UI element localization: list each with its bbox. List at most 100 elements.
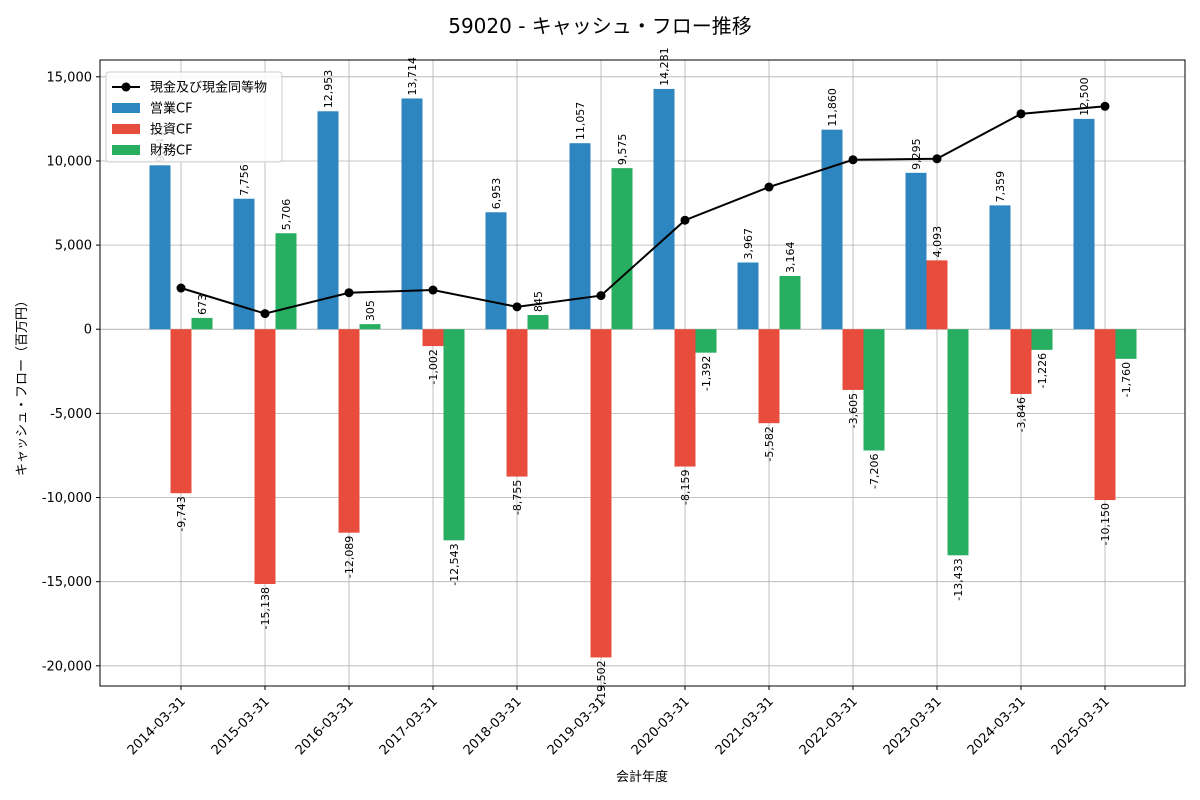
bar xyxy=(947,329,969,556)
data-label: 4,093 xyxy=(931,226,944,258)
data-label: -12,089 xyxy=(343,536,356,578)
bar xyxy=(863,329,885,451)
bar xyxy=(317,111,339,330)
bar xyxy=(989,205,1011,330)
x-tick-label: 2023-03-31 xyxy=(881,694,945,758)
plot-frame xyxy=(99,59,1186,687)
data-label: 3,967 xyxy=(742,228,755,260)
x-tick-label: 2020-03-31 xyxy=(629,694,693,758)
x-tick-label: 2024-03-31 xyxy=(965,694,1029,758)
x-tick-label: 2022-03-31 xyxy=(797,694,861,758)
data-label: 673 xyxy=(196,294,209,315)
y-tick-label: 10,000 xyxy=(47,154,93,169)
y-tick-label: 15,000 xyxy=(47,70,93,85)
bar xyxy=(821,129,843,330)
legend-box xyxy=(105,71,283,163)
cash-point xyxy=(260,309,270,319)
data-label: 5,706 xyxy=(280,199,293,231)
cash-point xyxy=(1016,109,1026,119)
legend-bar-swatch xyxy=(112,145,140,155)
data-label: 7,756 xyxy=(238,164,251,196)
data-label: -3,846 xyxy=(1015,397,1028,432)
data-label: 14,281 xyxy=(658,47,671,86)
x-axis-title: 会計年度 xyxy=(616,769,668,785)
legend-bar-swatch xyxy=(112,103,140,113)
data-label: -13,433 xyxy=(952,558,965,600)
bar xyxy=(779,276,801,330)
bar xyxy=(1010,329,1032,394)
data-label: -5,582 xyxy=(763,426,776,461)
legend-label: 現金及び現金同等物 xyxy=(150,80,267,96)
cash-point xyxy=(1100,101,1110,111)
bar xyxy=(422,329,444,347)
bar xyxy=(1094,329,1116,501)
bar xyxy=(1073,118,1095,330)
bar xyxy=(506,329,528,477)
y-tick-label: -5,000 xyxy=(50,407,92,422)
cash-point xyxy=(764,182,774,192)
bar xyxy=(254,329,276,584)
data-label: -3,605 xyxy=(847,393,860,428)
y-tick-label: 0 xyxy=(84,323,92,338)
data-label: 13,714 xyxy=(406,57,419,96)
bar xyxy=(233,198,255,330)
cash-point xyxy=(680,215,690,225)
data-label: -8,755 xyxy=(511,480,524,515)
data-labels-layer: 9,7437,75612,95313,7146,95311,05714,2813… xyxy=(154,47,1133,702)
x-tick-label: 2025-03-31 xyxy=(1049,694,1113,758)
bar xyxy=(275,233,297,330)
data-label: 11,057 xyxy=(574,102,587,141)
axes-layer: -20,000 -15,000 -10,000 -5,000 0 5,000 10,000 1… xyxy=(42,59,1186,758)
x-tick-label: 2017-03-31 xyxy=(377,694,441,758)
cash-point xyxy=(596,291,606,301)
data-label: -19,502 xyxy=(595,660,608,702)
cash-point xyxy=(428,285,438,295)
bar xyxy=(170,329,192,494)
bar xyxy=(905,172,927,330)
x-tick-label: 2014-03-31 xyxy=(125,694,189,758)
data-label: -1,760 xyxy=(1120,362,1133,397)
data-label: -10,150 xyxy=(1099,503,1112,545)
data-label: 12,500 xyxy=(1078,77,1091,116)
data-label: -1,002 xyxy=(427,349,440,384)
x-tick-label: 2019-03-31 xyxy=(545,694,609,758)
bar xyxy=(149,165,171,330)
line-layer xyxy=(176,101,1110,319)
cash-point xyxy=(848,155,858,165)
bar xyxy=(1115,329,1137,359)
data-label: 9,295 xyxy=(910,138,923,170)
legend-bar-swatch xyxy=(112,124,140,134)
y-tick-label: -20,000 xyxy=(42,659,92,674)
x-tick-label: 2021-03-31 xyxy=(713,694,777,758)
data-label: -7,206 xyxy=(868,454,881,489)
x-tick-label: 2015-03-31 xyxy=(209,694,273,758)
y-tick-label: 5,000 xyxy=(55,239,92,254)
data-label: 12,953 xyxy=(322,70,335,109)
cash-point xyxy=(932,154,942,164)
data-label: -1,392 xyxy=(700,356,713,391)
x-tick-label: 2018-03-31 xyxy=(461,694,525,758)
bar xyxy=(695,329,717,353)
data-label: -15,138 xyxy=(259,587,272,629)
y-tick-label: -10,000 xyxy=(42,491,92,506)
bar xyxy=(401,98,423,330)
data-label: 6,953 xyxy=(490,178,503,210)
bars-layer xyxy=(149,88,1137,658)
cash-point xyxy=(176,283,186,293)
data-label: 305 xyxy=(364,300,377,321)
legend-label: 投資CF xyxy=(150,122,193,138)
data-label: 9,575 xyxy=(616,134,629,166)
y-axis-title: キャッシュ・フロー（百万円） xyxy=(15,294,30,476)
bar xyxy=(569,143,591,330)
data-label: -1,226 xyxy=(1036,353,1049,388)
data-label: -12,543 xyxy=(448,543,461,585)
data-label: 7,359 xyxy=(994,171,1007,203)
bar xyxy=(191,317,213,330)
bar xyxy=(338,329,360,533)
x-tick-label: 2016-03-31 xyxy=(293,694,357,758)
bar xyxy=(443,329,465,541)
y-tick-label: -15,000 xyxy=(42,575,92,590)
bar xyxy=(926,260,948,330)
cash-line xyxy=(180,105,1106,315)
